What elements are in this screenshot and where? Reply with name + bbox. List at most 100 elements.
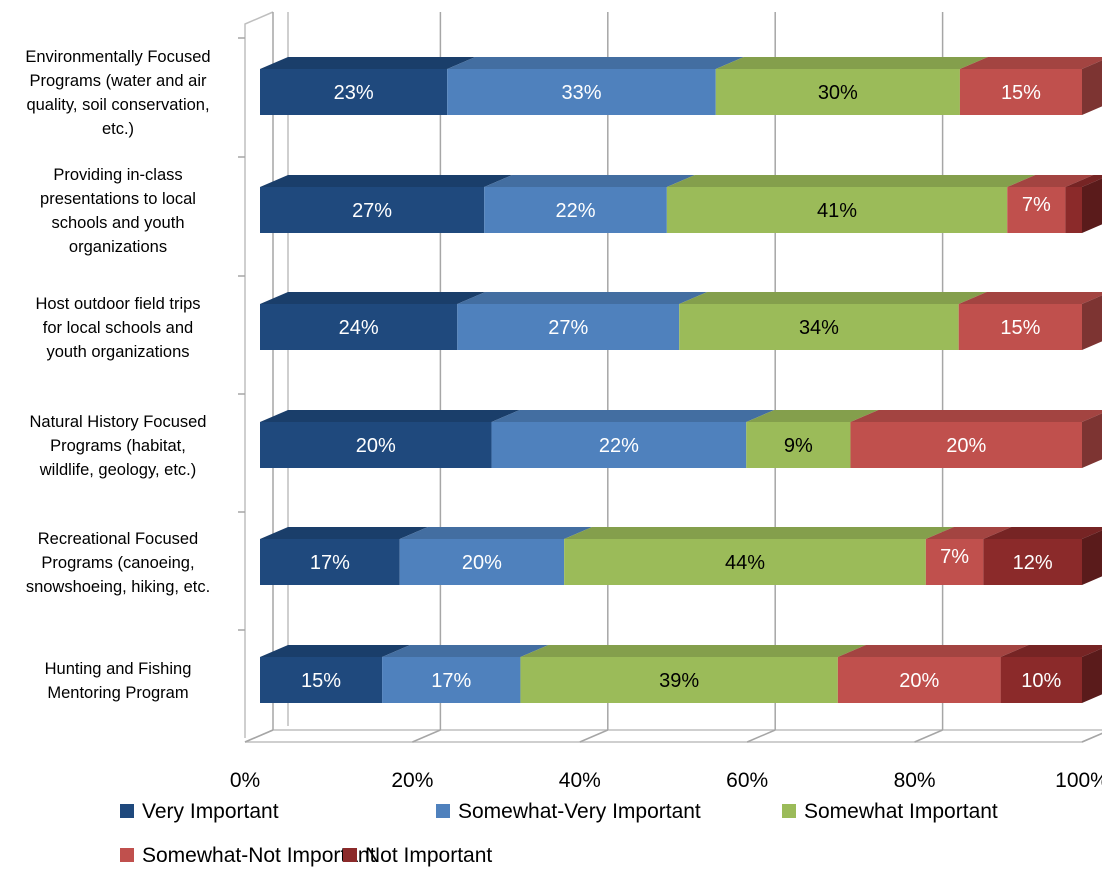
legend-swatch [436, 804, 450, 818]
bar-segment: 7% [925, 527, 1012, 585]
category-label: Host outdoor field trips for local school… [35, 295, 200, 361]
bar-segment: 41% [666, 175, 1036, 233]
bar-segment: 17% [260, 527, 428, 585]
bar [447, 69, 716, 115]
data-label: 17% [310, 552, 350, 574]
bar-row: 24% 27% 34% 15% [260, 292, 1102, 350]
bar-segment: 15% [260, 645, 411, 703]
bar-segment: 34% [679, 292, 987, 350]
bar-segment: 20% [850, 410, 1102, 468]
legend-label: Somewhat-Very Important [458, 800, 701, 823]
bar-segment: 22% [484, 175, 695, 233]
data-label: 17% [431, 670, 471, 692]
bar-top [850, 410, 1102, 422]
bar-segment: 27% [260, 175, 513, 233]
bar-segment: 10% [1000, 645, 1102, 703]
bar-segment: 33% [447, 57, 744, 115]
bar [850, 422, 1082, 468]
bar-top [837, 645, 1029, 657]
data-label: 9% [784, 435, 813, 457]
bar-top [520, 645, 866, 657]
bar [457, 304, 680, 350]
data-label: 15% [1001, 82, 1041, 104]
gridline-floor [412, 729, 441, 743]
legend-label: Not Important [365, 844, 492, 867]
legend-swatch [782, 804, 796, 818]
x-tick-label: 100% [1055, 769, 1102, 792]
bar [925, 539, 984, 585]
bar-top [382, 645, 549, 657]
bar [564, 539, 926, 585]
bar-segment: 30% [715, 57, 988, 115]
bar-segment: 12% [983, 527, 1102, 585]
data-label: 23% [334, 82, 374, 104]
bar-segment: 20% [399, 527, 593, 585]
bar [260, 657, 383, 703]
legend-swatch [120, 848, 134, 862]
data-label: 44% [725, 552, 765, 574]
bar-side [1082, 648, 1102, 703]
bar-segment: 44% [564, 527, 954, 585]
x-tick-label: 20% [391, 769, 433, 792]
bar-segment: 7% [1007, 175, 1094, 233]
bar-top [958, 292, 1102, 304]
category-label: Hunting and Fishing Mentoring Program [45, 660, 192, 702]
bar-side [1082, 295, 1102, 350]
bar-top [666, 175, 1036, 187]
bar [679, 304, 959, 350]
data-label: 22% [555, 200, 595, 222]
bar [484, 187, 667, 233]
bar [382, 657, 521, 703]
data-label: 20% [462, 552, 502, 574]
bar-top [260, 292, 486, 304]
bar-top [260, 645, 411, 657]
bar-side [1082, 530, 1102, 585]
data-label: 7% [1022, 194, 1051, 216]
floor [244, 729, 1102, 743]
category-label: Environmentally Focused Programs (water a… [25, 48, 210, 138]
gridline-floor [579, 729, 609, 743]
bar-side [1082, 178, 1102, 233]
bar-top [746, 410, 879, 422]
bar-top [491, 410, 775, 422]
legend-item: Somewhat Important [782, 800, 998, 823]
data-label: 12% [1013, 552, 1053, 574]
bar-row: 20% 22% 9% 20% [260, 410, 1102, 468]
bar-top [1065, 175, 1102, 187]
gridline-floor [746, 729, 776, 743]
legend-label: Somewhat Important [804, 800, 998, 823]
gridline-floor [244, 729, 274, 743]
bar [520, 657, 838, 703]
bar-top [959, 57, 1102, 69]
bar [1007, 187, 1066, 233]
bar-top [983, 527, 1102, 539]
bar-top [260, 527, 428, 539]
category-label: Providing in-class presentations to local… [40, 166, 196, 256]
bar-segment: 15% [959, 57, 1102, 115]
data-label: 33% [561, 82, 601, 104]
side-wall-edge [244, 11, 274, 738]
bar [1000, 657, 1082, 703]
bar [666, 187, 1008, 233]
bar-top [679, 292, 987, 304]
data-label: 27% [352, 200, 392, 222]
bar-top [260, 175, 513, 187]
gridlines [238, 12, 1102, 743]
data-label: 10% [1021, 670, 1061, 692]
bar-segment: 22% [491, 410, 775, 468]
x-tick-label: 80% [894, 769, 936, 792]
x-tick-label: 60% [726, 769, 768, 792]
legend-label: Somewhat-Not Important [142, 844, 376, 867]
bar [260, 69, 448, 115]
data-label: 24% [339, 317, 379, 339]
x-tick-label: 0% [230, 769, 260, 792]
bar-segment: 27% [457, 292, 708, 350]
bar-segment: 24% [260, 292, 486, 350]
data-label: 20% [356, 435, 396, 457]
data-label: 39% [659, 670, 699, 692]
bar [260, 304, 458, 350]
x-axis-ticks: 0% 20% 40% 60% 80% 100% [230, 769, 1102, 792]
bar-top [447, 57, 744, 69]
bar [399, 539, 565, 585]
